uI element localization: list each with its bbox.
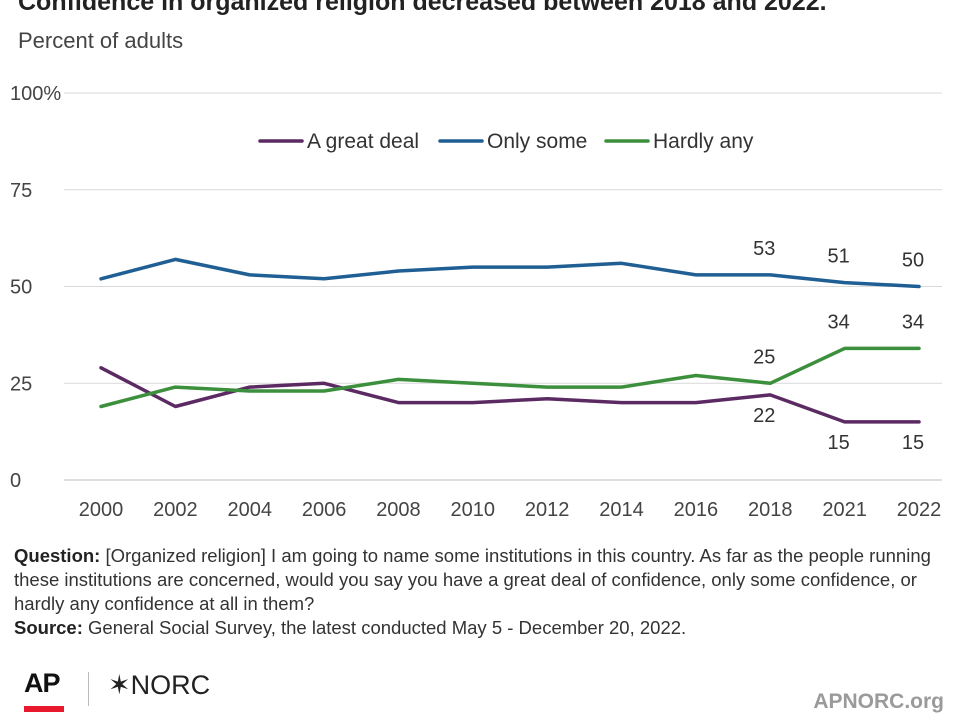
x-tick-label: 2022 (897, 499, 942, 521)
data-point (99, 277, 103, 281)
source-note: Source: General Social Survey, the lates… (14, 616, 964, 640)
x-tick-label: 2021 (822, 499, 867, 521)
data-point (99, 404, 103, 408)
data-point (620, 385, 624, 389)
y-tick-label: 50 (10, 277, 32, 299)
x-tick-label: 2014 (599, 499, 644, 521)
question-label: Question: (14, 545, 101, 566)
x-tick-label: 2000 (79, 499, 124, 521)
data-label: 15 (902, 432, 924, 454)
x-tick-label: 2016 (674, 499, 719, 521)
data-point (768, 381, 772, 385)
chart-subtitle: Percent of adults (18, 28, 184, 53)
data-point (843, 420, 847, 424)
data-label: 22 (753, 405, 775, 427)
data-point (248, 385, 252, 389)
line-chart: 0 25 50 75 100% 2000 2002 2004 2006 2008 2010 2012 2… (10, 83, 942, 521)
x-tick-label: 2012 (525, 499, 570, 521)
legend-label: A great deal (307, 130, 419, 153)
data-point (471, 381, 475, 385)
x-tick-label: 2004 (227, 499, 272, 521)
data-label: 53 (753, 238, 775, 260)
data-point (694, 273, 698, 277)
data-point (545, 265, 549, 269)
data-point (173, 385, 177, 389)
question-text: [Organized religion] I am going to name … (14, 545, 931, 614)
data-label: 51 (827, 246, 849, 268)
data-point (322, 277, 326, 281)
series-line-only-some (99, 257, 921, 289)
data-point (917, 285, 921, 289)
ap-logo-accent-bar (24, 706, 64, 712)
data-label: 25 (753, 346, 775, 368)
y-tick-label: 25 (10, 373, 32, 395)
y-tick-label: 100% (10, 83, 61, 105)
chart-title: Confidence in organized religion decreas… (18, 0, 827, 16)
data-point (471, 265, 475, 269)
data-point (173, 404, 177, 408)
data-label: 34 (827, 311, 849, 333)
y-tick-label: 75 (10, 180, 32, 202)
x-tick-label: 2018 (748, 499, 793, 521)
logo-divider (88, 672, 89, 706)
data-point (768, 273, 772, 277)
data-point (768, 393, 772, 397)
data-point (843, 346, 847, 350)
data-point (917, 420, 921, 424)
data-point (694, 401, 698, 405)
data-point (99, 366, 103, 370)
data-point (173, 257, 177, 261)
series-line-a-great-deal (99, 366, 921, 424)
data-point (322, 381, 326, 385)
question-note: Question: [Organized religion] I am goin… (14, 544, 964, 616)
source-label: Source: (14, 617, 83, 638)
x-tick-label: 2002 (153, 499, 198, 521)
data-point (248, 273, 252, 277)
y-tick-label: 0 (10, 470, 21, 492)
data-point (396, 269, 400, 273)
data-point (620, 401, 624, 405)
data-point (917, 346, 921, 350)
data-point (396, 401, 400, 405)
legend-label: Hardly any (653, 130, 754, 153)
data-point (620, 261, 624, 265)
source-text: General Social Survey, the latest conduc… (82, 617, 687, 638)
data-label: 15 (827, 432, 849, 454)
x-tick-label: 2008 (376, 499, 421, 521)
data-point (248, 389, 252, 393)
norc-logo: ✶NORC (108, 670, 211, 700)
footnote: Question: [Organized religion] I am goin… (14, 544, 964, 640)
data-point (322, 389, 326, 393)
data-point (471, 401, 475, 405)
site-link[interactable]: APNORC.org (813, 690, 944, 713)
data-point (545, 397, 549, 401)
data-label: 34 (902, 311, 924, 333)
data-point (694, 374, 698, 378)
legend-label: Only some (487, 130, 587, 153)
data-point (843, 281, 847, 285)
data-point (545, 385, 549, 389)
data-label: 50 (902, 250, 924, 272)
series-line-hardly-any (99, 346, 921, 409)
ap-logo: AP (24, 668, 61, 698)
x-tick-label: 2010 (451, 499, 496, 521)
x-tick-label: 2006 (302, 499, 347, 521)
data-point (396, 377, 400, 381)
